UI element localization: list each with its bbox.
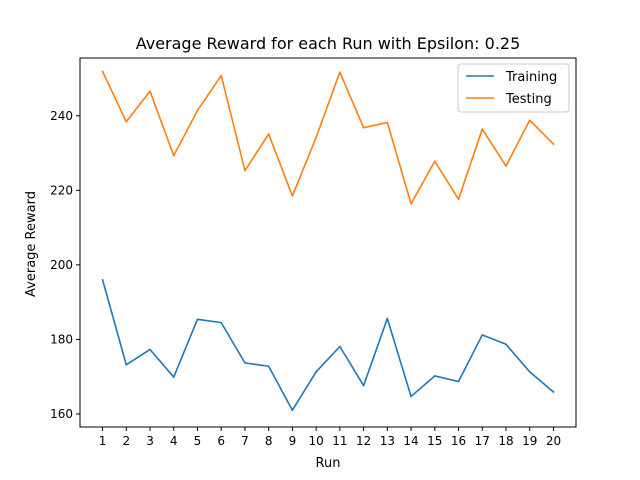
data-point-training	[101, 278, 104, 281]
data-point-testing	[172, 154, 175, 157]
data-point-testing	[410, 202, 412, 205]
data-point-testing	[505, 165, 507, 167]
data-point-testing	[196, 109, 199, 112]
data-point-training	[125, 363, 128, 366]
data-point-training	[433, 375, 436, 377]
data-point-testing	[125, 120, 128, 123]
data-point-training	[149, 348, 151, 351]
data-point-training	[457, 380, 460, 383]
x-tick-label: 10	[308, 434, 323, 448]
data-point-testing	[528, 119, 531, 122]
x-tick-label: 4	[170, 434, 178, 448]
data-point-training	[410, 395, 412, 398]
data-point-training	[386, 317, 389, 320]
x-tick-label: 6	[217, 434, 225, 448]
x-tick-label: 18	[498, 434, 513, 448]
data-point-training	[172, 376, 175, 378]
series-line-training	[101, 278, 555, 412]
data-point-training	[362, 384, 365, 387]
data-point-training	[291, 409, 294, 412]
ticks-layer: 1 2 3 4 5 6 7 8 9 10 11 12 13 14 15 16 17 18 19 20160180200…	[50, 109, 561, 448]
data-point-training	[552, 391, 555, 393]
x-tick-label: 5	[194, 434, 202, 448]
data-point-testing	[362, 126, 365, 129]
x-tick-label: 15	[427, 434, 442, 448]
x-tick-label: 20	[546, 434, 561, 448]
series-line-testing	[101, 70, 555, 205]
data-point-testing	[457, 198, 460, 201]
y-tick-label: 160	[50, 407, 73, 421]
data-point-testing	[101, 70, 104, 73]
x-tick-label: 1	[99, 434, 107, 448]
chart-title: Average Reward for each Run with Epsilon…	[136, 34, 521, 53]
data-point-training	[481, 334, 484, 336]
x-tick-label: 17	[475, 434, 490, 448]
x-tick-label: 3	[146, 434, 154, 448]
data-point-testing	[433, 160, 436, 163]
data-point-training	[505, 343, 507, 346]
x-tick-label: 12	[356, 434, 371, 448]
data-point-training	[315, 371, 317, 373]
y-tick-label: 180	[50, 332, 73, 346]
legend: Training Testing	[457, 63, 570, 113]
data-point-testing	[267, 133, 270, 135]
x-tick-label: 11	[332, 434, 347, 448]
data-point-testing	[339, 71, 341, 73]
data-point-training	[196, 318, 199, 321]
x-tick-label: 13	[380, 434, 395, 448]
x-tick-label: 2	[122, 434, 130, 448]
y-tick-label: 220	[50, 183, 73, 197]
legend-label-training: Training	[505, 70, 557, 85]
y-tick-label: 240	[50, 109, 73, 123]
data-point-testing	[291, 195, 294, 197]
data-point-training	[244, 362, 246, 364]
x-axis-label: Run	[316, 456, 341, 471]
data-point-testing	[315, 136, 317, 139]
data-point-testing	[481, 128, 484, 130]
x-tick-label: 16	[451, 434, 466, 448]
data-point-testing	[244, 169, 246, 172]
data-point-testing	[386, 121, 389, 124]
data-point-training	[339, 345, 341, 348]
x-tick-label: 7	[241, 434, 249, 448]
data-point-training	[220, 321, 223, 324]
data-point-testing	[220, 74, 223, 77]
x-tick-label: 19	[522, 434, 537, 448]
series-layer	[101, 70, 555, 412]
data-point-training	[528, 371, 531, 373]
data-point-testing	[552, 143, 555, 145]
x-tick-label: 14	[403, 434, 418, 448]
data-point-testing	[149, 90, 151, 92]
plot-frame	[79, 57, 577, 428]
legend-label-testing: Testing	[505, 92, 552, 107]
y-axis-label: Average Reward	[24, 191, 39, 297]
x-tick-label: 8	[265, 434, 273, 448]
data-point-training	[267, 365, 270, 368]
y-tick-label: 200	[50, 258, 73, 272]
x-tick-label: 9	[289, 434, 297, 448]
